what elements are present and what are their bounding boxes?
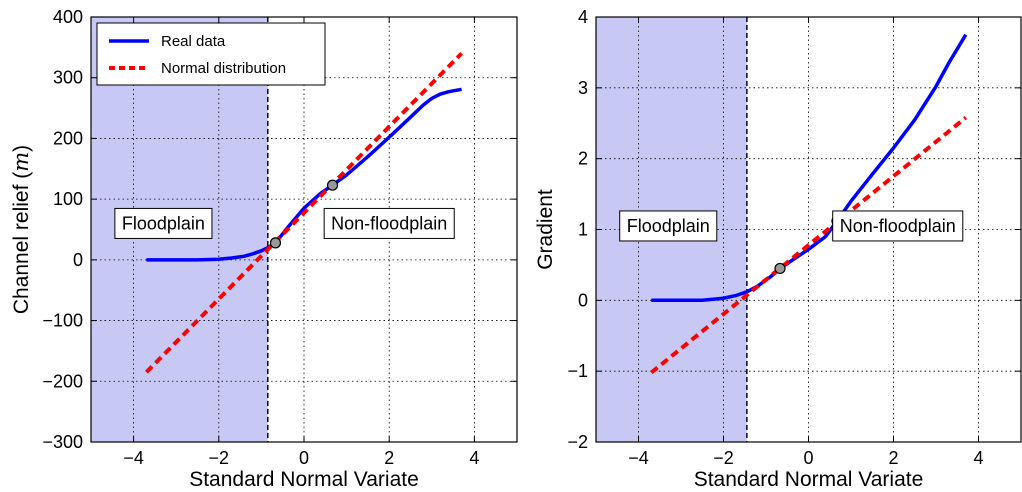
y-axis-label: Channel relief (m) <box>9 145 33 314</box>
legend: Real data Normal distribution <box>96 22 326 86</box>
x-tick-label: 4 <box>973 448 983 468</box>
y-tick-label: 400 <box>53 7 83 27</box>
x-tick-label: 2 <box>888 448 898 468</box>
y-tick-label: 0 <box>578 290 588 310</box>
y-tick-label: 1 <box>578 220 588 240</box>
annotation-box: Non-floodplain <box>323 207 455 239</box>
real-data-line <box>146 87 462 262</box>
annotation-box: Floodplain <box>619 210 718 242</box>
y-tick-label: −1 <box>567 361 588 381</box>
data-marker <box>326 179 339 191</box>
data-marker <box>774 262 786 275</box>
y-tick-label: −200 <box>42 371 83 391</box>
left-chart-channel-relief: Floodplain Non-floodplain −4 −2 0 2 4 −300 −200 −… <box>9 7 518 491</box>
annotation-label: Non-floodplain <box>840 216 956 236</box>
x-axis-label: Standard Normal Variate <box>694 468 924 491</box>
y-axis-label: Gradient <box>534 189 557 270</box>
y-tick-label: 3 <box>578 78 588 98</box>
x-tick-label: 0 <box>803 448 813 468</box>
y-tick-label: −2 <box>567 432 588 452</box>
y-tick-label: 100 <box>53 189 83 209</box>
legend-frame <box>96 22 326 86</box>
y-tick-label: −300 <box>42 432 83 452</box>
normal-distribution-line <box>650 116 968 375</box>
annotation-label: Floodplain <box>122 213 205 233</box>
y-tick-label: 300 <box>53 68 83 88</box>
legend-label: Normal distribution <box>161 60 286 77</box>
y-tick-label: 200 <box>53 128 83 148</box>
x-axis-label: Standard Normal Variate <box>189 468 419 491</box>
normal-distribution-line <box>144 51 464 374</box>
x-tick-label: −4 <box>628 448 649 468</box>
y-axis-label-text: Channel relief ( <box>10 172 33 314</box>
y-axis-label-unit: m <box>9 152 33 172</box>
real-data-line <box>651 33 968 303</box>
x-tick-label: −4 <box>123 448 144 468</box>
y-tick-label: 2 <box>578 149 588 169</box>
annotation-box: Non-floodplain <box>832 210 964 242</box>
legend-label: Real data <box>161 33 226 50</box>
annotation-box-frame <box>832 210 964 242</box>
y-tick-label: −100 <box>42 311 83 331</box>
data-marker <box>269 237 282 249</box>
y-tick-label: 0 <box>73 250 83 270</box>
annotation-box: Floodplain <box>114 207 213 239</box>
y-tick-label: 4 <box>578 7 588 27</box>
y-axis-label-paren: ) <box>10 145 33 152</box>
annotation-box-frame <box>323 207 455 239</box>
annotation-box-frame <box>619 210 718 242</box>
x-tick-label: −2 <box>209 448 230 468</box>
x-tick-label: 0 <box>299 448 309 468</box>
x-tick-label: 2 <box>384 448 394 468</box>
right-chart-gradient: Floodplain Non-floodplain −4 −2 0 2 4 −2 −1 0 1 2 3 4… <box>534 7 1022 491</box>
annotation-box-frame <box>114 207 213 239</box>
x-tick-label: −2 <box>713 448 734 468</box>
annotation-label: Floodplain <box>627 216 710 236</box>
annotation-label: Non-floodplain <box>331 213 447 233</box>
x-tick-label: 4 <box>469 448 479 468</box>
